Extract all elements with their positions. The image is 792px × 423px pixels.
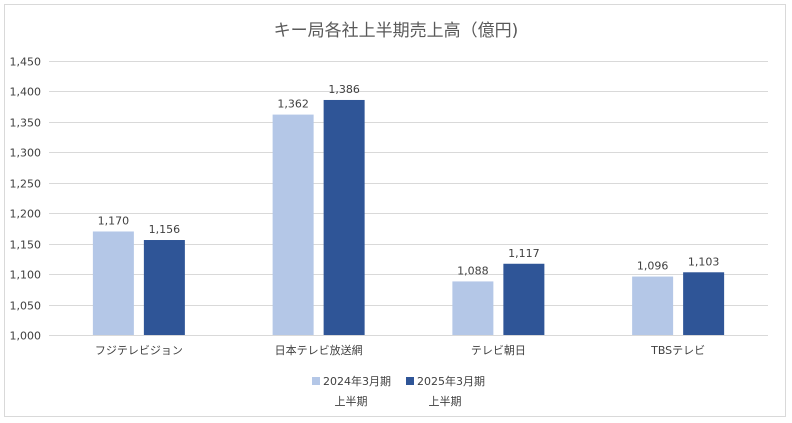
bar: [452, 281, 494, 335]
y-axis-ticks: 1,000 1,050 1,100 1,150 1,200 1,250 1,300 1,350…: [10, 56, 42, 343]
y-tick-label: 1,350: [10, 117, 42, 130]
legend-label: 上半期: [335, 394, 368, 408]
legend-label: 2025年3月期: [417, 374, 485, 388]
legend-label: 上半期: [429, 394, 462, 408]
chart-title: キー局各社上半期売上高（億円): [274, 21, 519, 41]
y-tick-label: 1,300: [10, 147, 42, 160]
category-label: 日本テレビ放送網: [275, 343, 363, 357]
bar: [92, 231, 134, 335]
legend-label: 2024年3月期: [323, 374, 391, 388]
category-label: テレビ朝日: [471, 344, 526, 357]
bar: [683, 272, 725, 335]
bars: [92, 99, 725, 336]
bar: [272, 114, 314, 336]
legend-swatch: [312, 377, 320, 385]
y-tick-label: 1,100: [10, 269, 42, 282]
data-labels: 1,170 1,156 1,362 1,386 1,088 1,117 1,096 1,103: [98, 83, 720, 277]
x-axis-categories: フジテレビジョン 日本テレビ放送網 テレビ朝日 TBSテレビ: [95, 343, 705, 357]
category-label: フジテレビジョン: [95, 344, 183, 357]
data-label: 1,156: [149, 223, 181, 236]
data-label: 1,103: [688, 255, 720, 268]
y-tick-label: 1,400: [10, 86, 42, 99]
bar: [632, 276, 674, 335]
data-label: 1,386: [328, 83, 360, 96]
data-label: 1,117: [508, 247, 540, 260]
bar: [143, 240, 185, 335]
data-label: 1,362: [277, 98, 309, 111]
bar: [323, 99, 365, 335]
data-label: 1,170: [98, 214, 130, 227]
y-tick-label: 1,050: [10, 300, 42, 313]
bar: [503, 263, 545, 335]
legend-swatch: [406, 377, 414, 385]
category-label: TBSテレビ: [650, 344, 705, 357]
y-tick-label: 1,450: [10, 56, 42, 69]
y-tick-label: 1,250: [10, 178, 42, 191]
data-label: 1,096: [637, 260, 669, 273]
chart-frame: [4, 4, 786, 417]
y-tick-label: 1,200: [10, 208, 42, 221]
y-tick-label: 1,150: [10, 239, 42, 252]
data-label: 1,088: [457, 264, 489, 277]
y-tick-label: 1,000: [10, 330, 42, 343]
